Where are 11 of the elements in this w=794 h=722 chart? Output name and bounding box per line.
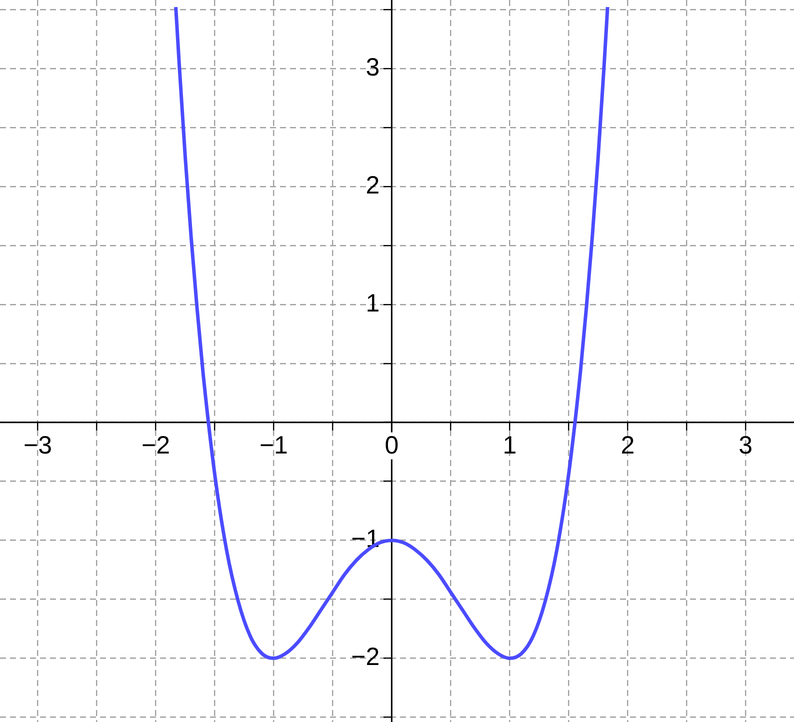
x-tick-label: −3: [23, 432, 52, 460]
x-tick-label: 0: [384, 432, 399, 460]
y-tick-label: 3: [366, 53, 380, 82]
y-tick-label: 2: [366, 171, 380, 200]
x-tick-label: −2: [141, 432, 170, 460]
x-tick-label: 2: [620, 432, 635, 460]
x-tick-label: −1: [259, 432, 288, 460]
x-tick-label: 3: [738, 432, 753, 460]
y-tick-label: −2: [351, 643, 380, 672]
x-tick-label: 1: [502, 432, 517, 460]
y-tick-label: 1: [366, 289, 380, 318]
